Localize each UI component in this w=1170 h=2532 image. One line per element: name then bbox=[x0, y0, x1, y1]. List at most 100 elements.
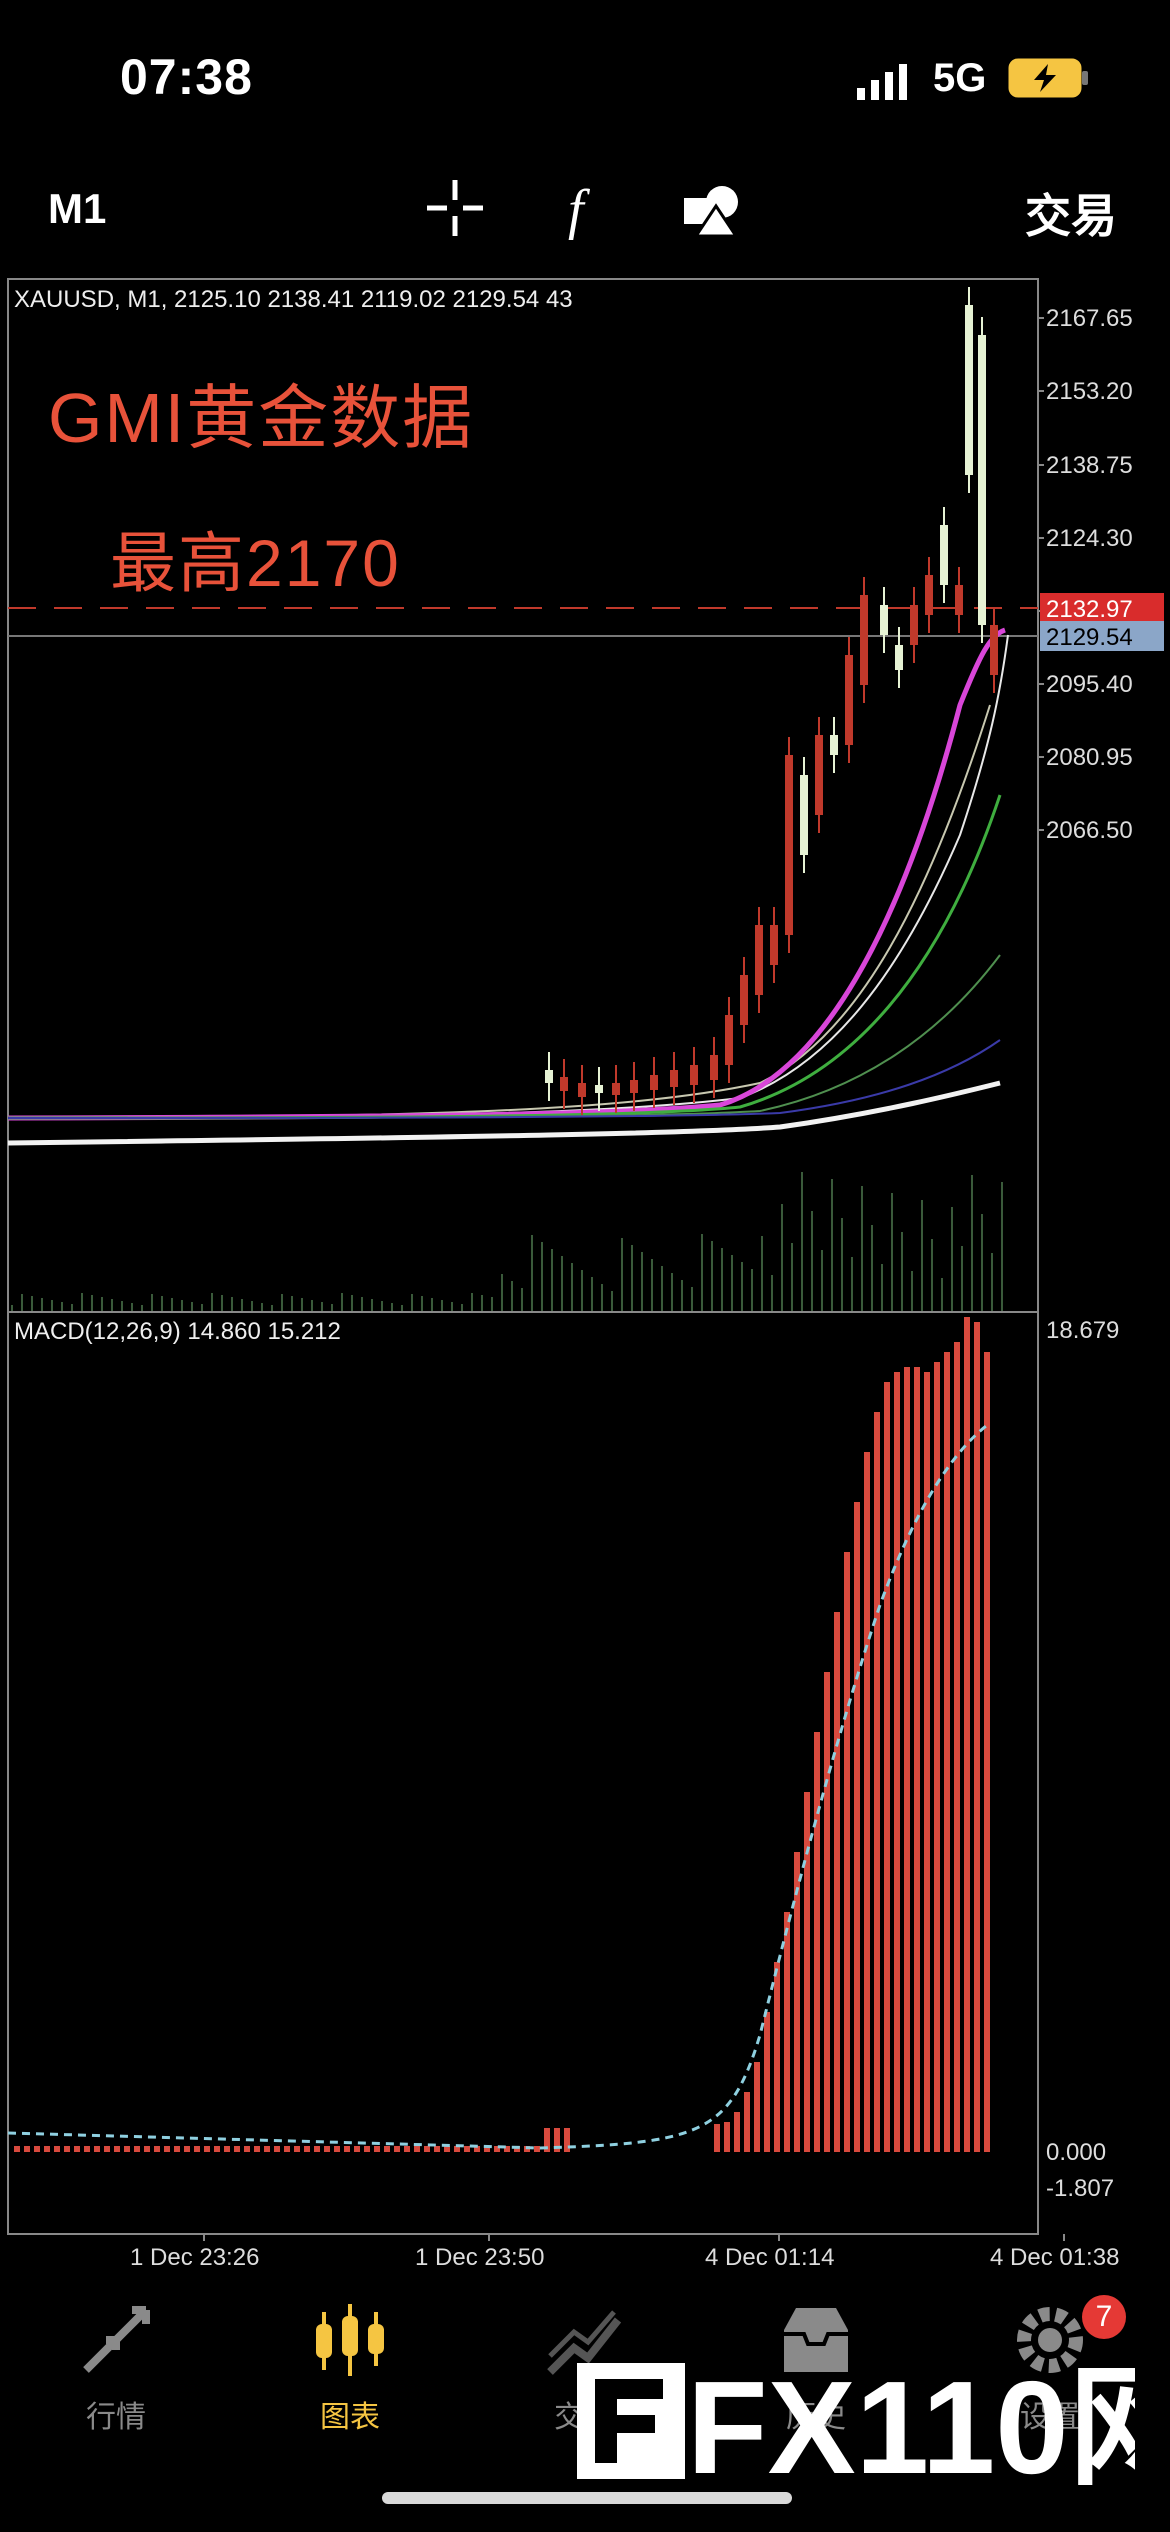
macd-bar bbox=[434, 2146, 440, 2152]
candle-body bbox=[815, 735, 823, 815]
price-tick-label: 2095.40 bbox=[1046, 671, 1133, 698]
timeframe-button[interactable]: M1 bbox=[48, 185, 107, 232]
ma-darkgreen bbox=[7, 954, 1001, 1119]
ma-magenta bbox=[7, 627, 1006, 1121]
macd-bar bbox=[364, 2146, 370, 2152]
macd-bar bbox=[764, 2012, 770, 2152]
macd-bar bbox=[34, 2146, 40, 2152]
macd-bar bbox=[504, 2146, 510, 2152]
candle-body bbox=[860, 595, 868, 685]
tab-settings-label: 设置 bbox=[1020, 2401, 1080, 2434]
macd-bar bbox=[834, 1612, 840, 2152]
candle-body bbox=[770, 925, 778, 965]
macd-bar bbox=[324, 2146, 330, 2152]
macd-bar bbox=[14, 2146, 20, 2152]
macd-bar bbox=[124, 2146, 130, 2152]
annotation-high: 最高2170 bbox=[110, 526, 401, 600]
candle-body bbox=[560, 1077, 568, 1091]
macd-bar bbox=[344, 2146, 350, 2152]
time-tick-label: 4 Dec 01:38 bbox=[990, 2244, 1119, 2271]
trade-button[interactable]: 交易 bbox=[1025, 190, 1117, 242]
price-marker-red-label: 2132.97 bbox=[1046, 596, 1133, 623]
candle-body bbox=[895, 645, 903, 670]
candles-icon bbox=[316, 2304, 384, 2376]
macd-bar bbox=[724, 2122, 730, 2152]
macd-bar bbox=[494, 2146, 500, 2152]
ma-beige bbox=[7, 704, 991, 1119]
price-tick-label: 2080.95 bbox=[1046, 744, 1133, 771]
candle-body bbox=[965, 305, 973, 475]
status-time: 07:38 bbox=[120, 49, 253, 105]
home-indicator[interactable] bbox=[382, 2492, 792, 2504]
candle-body bbox=[845, 655, 853, 745]
tab-history[interactable]: 历史 bbox=[726, 2300, 906, 2440]
candle-body bbox=[800, 775, 808, 855]
macd-bar bbox=[964, 1317, 970, 2152]
battery-icon bbox=[1008, 58, 1088, 98]
macd-bar bbox=[184, 2146, 190, 2152]
candlesticks bbox=[545, 287, 998, 1115]
macd-bar bbox=[74, 2146, 80, 2152]
macd-bar bbox=[294, 2146, 300, 2152]
candle-body bbox=[630, 1080, 638, 1093]
macd-bar bbox=[564, 2128, 570, 2152]
macd-header: MACD(12,26,9) 14.860 15.212 bbox=[14, 1318, 341, 1345]
svg-text:f: f bbox=[568, 179, 591, 240]
candle-body bbox=[612, 1083, 620, 1095]
crosshair-icon[interactable] bbox=[423, 176, 487, 240]
candle-body bbox=[978, 335, 986, 625]
tab-settings[interactable]: 设置 bbox=[960, 2300, 1140, 2440]
candle-body bbox=[650, 1075, 658, 1090]
price-chart[interactable]: XAUUSD, M1, 2125.10 2138.41 2119.02 2129… bbox=[0, 275, 1170, 2275]
macd-bar bbox=[454, 2146, 460, 2152]
macd-bar bbox=[314, 2146, 320, 2152]
macd-bar bbox=[754, 2062, 760, 2152]
macd-bar bbox=[94, 2146, 100, 2152]
macd-bar bbox=[284, 2146, 290, 2152]
macd-bar bbox=[544, 2128, 550, 2152]
macd-bar bbox=[714, 2124, 720, 2152]
macd-bar bbox=[54, 2146, 60, 2152]
macd-bar bbox=[824, 1672, 830, 2152]
objects-icon[interactable] bbox=[680, 176, 744, 240]
history-icon bbox=[784, 2308, 848, 2372]
candle-body bbox=[925, 575, 933, 615]
macd-bar bbox=[804, 1792, 810, 2152]
macd-bar bbox=[944, 1352, 950, 2152]
macd-bar bbox=[464, 2146, 470, 2152]
macd-bar bbox=[114, 2146, 120, 2152]
macd-bar bbox=[984, 1352, 990, 2152]
macd-bar bbox=[64, 2146, 70, 2152]
moving-averages bbox=[7, 627, 1009, 1146]
macd-bar bbox=[404, 2146, 410, 2152]
settings-badge: 7 bbox=[1082, 2295, 1126, 2339]
tab-chart[interactable]: 图表 bbox=[260, 2300, 440, 2440]
macd-bar bbox=[414, 2146, 420, 2152]
price-marker-red bbox=[1040, 593, 1164, 623]
macd-bar bbox=[104, 2146, 110, 2152]
macd-bar bbox=[424, 2146, 430, 2152]
macd-bar bbox=[194, 2146, 200, 2152]
fx110-watermark-logo: FX110网 bbox=[577, 2355, 1135, 2485]
macd-bar bbox=[224, 2146, 230, 2152]
macd-bar bbox=[444, 2146, 450, 2152]
candle-body bbox=[725, 1015, 733, 1065]
macd-signal-line bbox=[7, 1421, 991, 2150]
macd-bar bbox=[24, 2146, 30, 2152]
macd-bar bbox=[204, 2146, 210, 2152]
macd-bar bbox=[904, 1367, 910, 2152]
macd-bar bbox=[134, 2146, 140, 2152]
chart-frame bbox=[7, 278, 1039, 2235]
macd-bar bbox=[844, 1552, 850, 2152]
price-marker-current-label: 2129.54 bbox=[1046, 624, 1133, 651]
ohlc-header: XAUUSD, M1, 2125.10 2138.41 2119.02 2129… bbox=[14, 286, 573, 313]
candle-body bbox=[545, 1070, 553, 1083]
macd-bar bbox=[354, 2146, 360, 2152]
time-axis: 1 Dec 23:26 1 Dec 23:50 4 Dec 01:14 4 Dec 0… bbox=[130, 2234, 1119, 2271]
macd-histogram bbox=[14, 1317, 990, 2152]
function-icon[interactable]: f bbox=[550, 176, 614, 240]
trade-icon bbox=[547, 2310, 622, 2375]
macd-bar bbox=[864, 1452, 870, 2152]
tab-quotes[interactable]: 行情 bbox=[26, 2300, 206, 2440]
candle-body bbox=[670, 1070, 678, 1087]
